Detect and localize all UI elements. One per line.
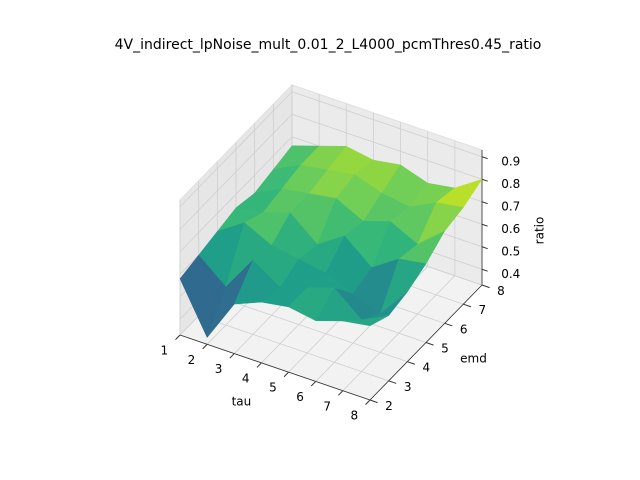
grid-line xyxy=(217,296,408,363)
x-tick-label: 4 xyxy=(242,371,250,385)
grid-line xyxy=(291,113,483,180)
tick-mark xyxy=(175,334,181,340)
tick-mark xyxy=(256,362,262,368)
y-tick-label: 3 xyxy=(404,380,412,394)
tick-mark xyxy=(425,342,434,346)
z-tick-label: 0.8 xyxy=(501,177,520,191)
y-tick-label: 6 xyxy=(460,322,468,336)
tick-mark xyxy=(481,223,488,227)
x-tick-label: 1 xyxy=(160,344,168,358)
tick-mark xyxy=(338,390,344,396)
x-tick-label: 2 xyxy=(188,353,196,367)
tick-mark xyxy=(481,268,488,272)
x-tick-label: 6 xyxy=(296,390,304,404)
grid-line xyxy=(179,91,293,208)
surface-face xyxy=(342,315,389,327)
y-tick-label: 4 xyxy=(423,361,431,375)
z-tick-label: 0.6 xyxy=(501,222,520,236)
x-axis-label: tau xyxy=(232,395,252,409)
grid-line xyxy=(291,91,483,158)
tick-mark xyxy=(407,361,416,365)
tick-mark xyxy=(202,343,208,350)
y-axis xyxy=(369,284,483,401)
chart-title: 4V_indirect_lpNoise_mult_0.01_2_L4000_pc… xyxy=(115,37,542,53)
z-tick-label: 0.7 xyxy=(501,199,520,213)
x-tick-label: 3 xyxy=(215,362,223,376)
tick-mark xyxy=(481,156,488,160)
tick-mark xyxy=(283,371,289,378)
x-tick-label: 8 xyxy=(350,409,358,423)
grid-line xyxy=(198,315,389,382)
tick-mark xyxy=(463,303,472,308)
z-tick-label: 0.5 xyxy=(501,244,520,258)
x-axis xyxy=(179,334,371,401)
tick-mark xyxy=(481,178,488,182)
tick-mark xyxy=(444,322,453,327)
y-tick-label: 2 xyxy=(385,399,393,413)
tick-mark xyxy=(229,353,235,359)
y-tick-label: 7 xyxy=(479,303,487,317)
tick-mark xyxy=(310,381,317,387)
y-tick-label: 8 xyxy=(497,284,505,298)
tick-mark xyxy=(481,284,490,289)
tick-mark xyxy=(365,399,371,405)
z-axis-label: ratio xyxy=(533,217,547,245)
z-tick-label: 0.9 xyxy=(501,154,520,168)
tick-mark xyxy=(369,399,378,404)
tick-mark xyxy=(388,380,397,384)
x-tick-label: 7 xyxy=(323,399,331,413)
tick-mark xyxy=(481,201,488,205)
tick-mark xyxy=(481,246,488,250)
y-tick-label: 5 xyxy=(441,342,449,356)
grid-line xyxy=(179,113,293,230)
x-tick-label: 5 xyxy=(269,381,277,395)
grid-line xyxy=(179,136,293,253)
z-tick-label: 0.4 xyxy=(501,267,520,281)
y-axis-label: emd xyxy=(460,351,487,365)
